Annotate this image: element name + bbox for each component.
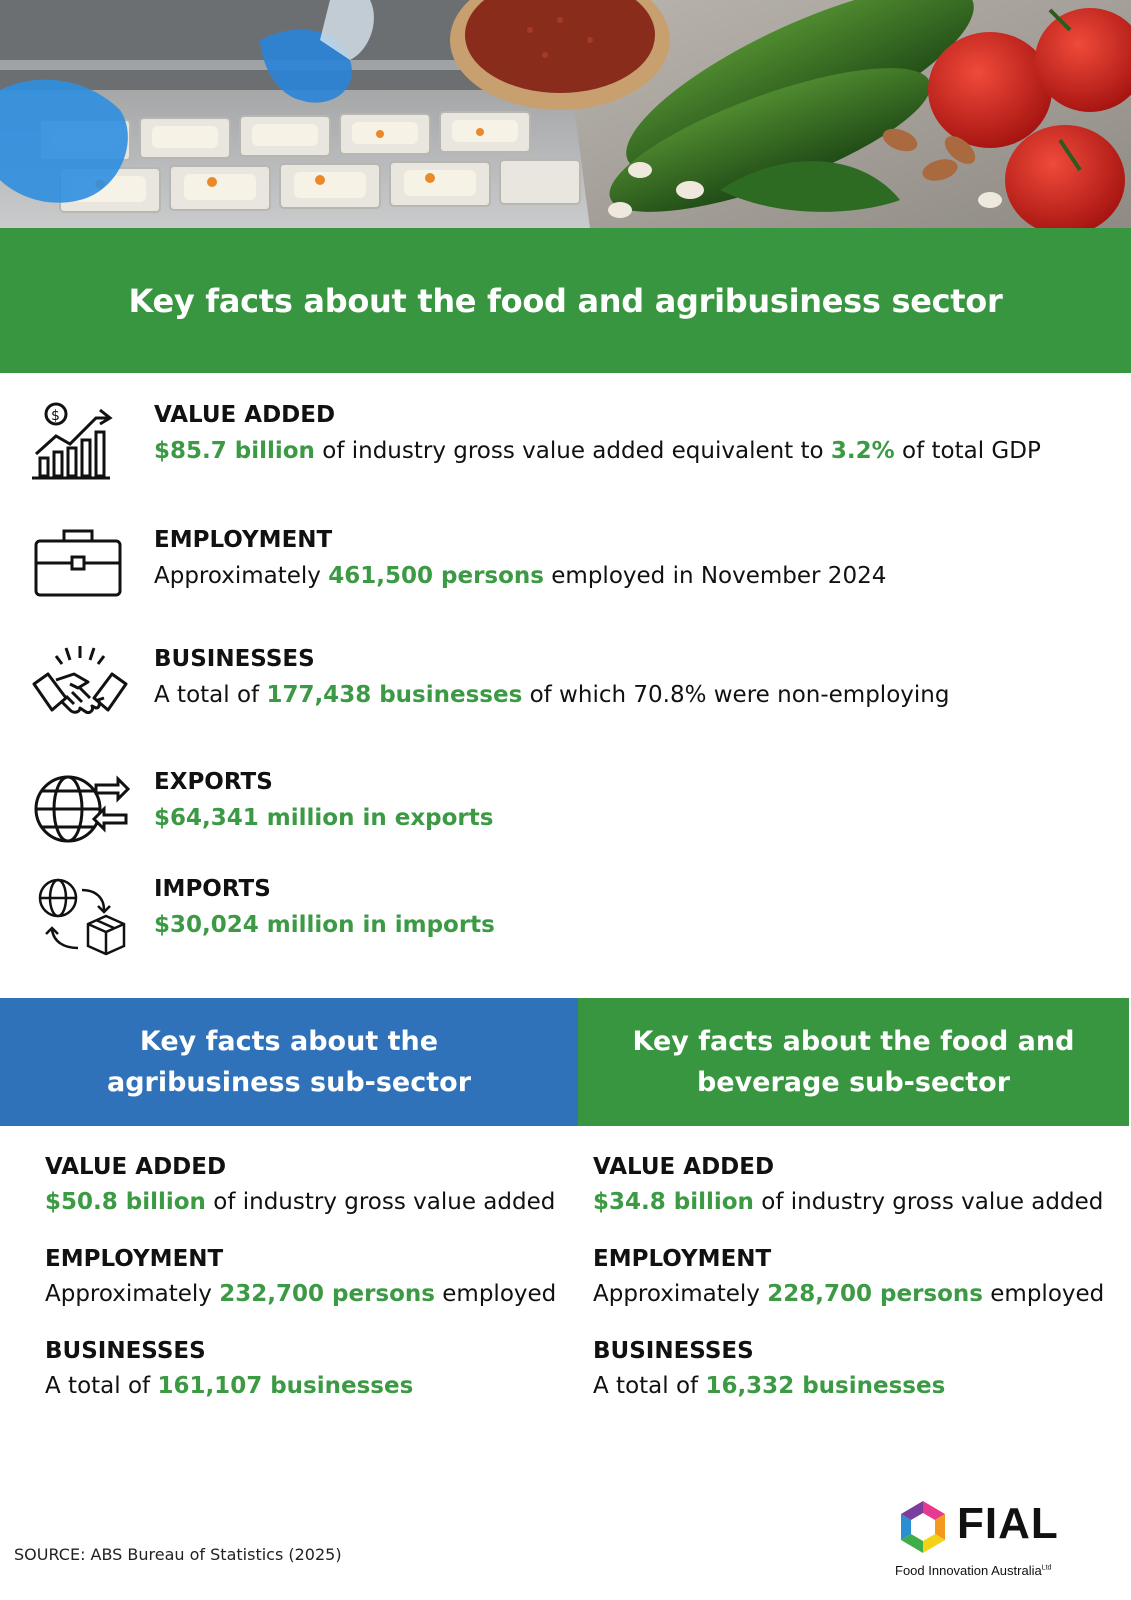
- item-text: A total of 161,107 businesses: [45, 1368, 565, 1404]
- item-text-part: employed: [434, 1281, 557, 1307]
- item-text-part: of industry gross value added: [205, 1189, 556, 1215]
- fact-heading: EXPORTS: [154, 769, 273, 795]
- item-heading: VALUE ADDED: [593, 1154, 775, 1180]
- food-beverage-facts: VALUE ADDED $34.8 billion of industry gr…: [593, 1150, 1113, 1426]
- fact-text: $64,341 million in exports: [154, 805, 493, 831]
- fact-text-part: of industry gross value added equivalent…: [314, 438, 831, 464]
- item-text: $50.8 billion of industry gross value ad…: [45, 1184, 565, 1220]
- tagline-suffix: Ltd: [1041, 1564, 1052, 1572]
- fb-businesses: BUSINESSES A total of 16,332 businesses: [593, 1334, 1113, 1404]
- fact-text-part: employed in November 2024: [543, 563, 887, 589]
- item-text: Approximately 228,700 persons employed: [593, 1276, 1113, 1312]
- item-highlight: $50.8 billion: [45, 1189, 206, 1215]
- item-highlight: $34.8 billion: [593, 1189, 754, 1215]
- food-beverage-banner: Key facts about the food and beverage su…: [578, 998, 1129, 1126]
- item-heading: BUSINESSES: [45, 1338, 206, 1364]
- main-title: Key facts about the food and agribusines…: [128, 281, 1003, 320]
- fb-value-added: VALUE ADDED $34.8 billion of industry gr…: [593, 1150, 1113, 1220]
- item-highlight: 228,700 persons: [767, 1281, 983, 1307]
- fact-text: $30,024 million in imports: [154, 912, 495, 938]
- fb-employment: EMPLOYMENT Approximately 228,700 persons…: [593, 1242, 1113, 1312]
- food-production-photo: [0, 0, 1131, 228]
- fact-text-part: Approximately: [154, 563, 329, 589]
- fact-heading: VALUE ADDED: [154, 402, 336, 428]
- hero-photo: [0, 0, 1131, 228]
- globe-exchange-icon: [30, 769, 131, 849]
- fact-highlight: 461,500 persons: [328, 563, 544, 589]
- item-text-part: of industry gross value added: [753, 1189, 1104, 1215]
- agribusiness-title: Key facts about the agribusiness sub-sec…: [106, 1026, 472, 1098]
- agri-value-added: VALUE ADDED $50.8 billion of industry gr…: [45, 1150, 565, 1220]
- fact-text-part: of which 70.8% were non-employing: [522, 682, 950, 708]
- item-highlight: 16,332 businesses: [705, 1373, 946, 1399]
- svg-text:$: $: [51, 408, 60, 424]
- item-text-part: A total of: [45, 1373, 158, 1399]
- agri-employment: EMPLOYMENT Approximately 232,700 persons…: [45, 1242, 565, 1312]
- item-text-part: Approximately: [45, 1281, 220, 1307]
- fact-text: A total of 177,438 businesses of which 7…: [154, 682, 949, 708]
- fact-heading: IMPORTS: [154, 876, 271, 902]
- agri-businesses: BUSINESSES A total of 161,107 businesses: [45, 1334, 565, 1404]
- item-text-part: A total of: [593, 1373, 706, 1399]
- item-text-part: employed: [982, 1281, 1105, 1307]
- fial-logo: FIAL Food Innovation AustraliaLtd: [895, 1499, 1095, 1589]
- item-text: $34.8 billion of industry gross value ad…: [593, 1184, 1113, 1220]
- fact-text-part: of total GDP: [894, 438, 1041, 464]
- fact-highlight: $64,341 million in exports: [154, 805, 494, 831]
- handshake-icon: [30, 646, 130, 726]
- fact-text-part: A total of: [154, 682, 267, 708]
- item-heading: EMPLOYMENT: [45, 1246, 224, 1272]
- item-heading: BUSINESSES: [593, 1338, 754, 1364]
- agribusiness-facts: VALUE ADDED $50.8 billion of industry gr…: [45, 1150, 565, 1426]
- item-text: Approximately 232,700 persons employed: [45, 1276, 565, 1312]
- fial-logo-mark-icon: [901, 1501, 945, 1553]
- item-highlight: 161,107 businesses: [157, 1373, 414, 1399]
- tagline-text: Food Innovation Australia: [895, 1563, 1042, 1578]
- item-text-part: Approximately: [593, 1281, 768, 1307]
- item-text: A total of 16,332 businesses: [593, 1368, 1113, 1404]
- growth-chart-icon: $: [30, 402, 130, 482]
- fact-highlight: 3.2%: [830, 438, 895, 464]
- fact-heading: BUSINESSES: [154, 646, 315, 672]
- fact-text: Approximately 461,500 persons employed i…: [154, 563, 886, 589]
- fial-logo-name: FIAL: [957, 1499, 1059, 1548]
- fact-highlight: $30,024 million in imports: [154, 912, 495, 938]
- briefcase-icon: [30, 527, 130, 607]
- source-note: SOURCE: ABS Bureau of Statistics (2025): [14, 1545, 342, 1564]
- fact-highlight: $85.7 billion: [154, 438, 315, 464]
- item-heading: EMPLOYMENT: [593, 1246, 772, 1272]
- fial-logo-tagline: Food Innovation AustraliaLtd: [895, 1563, 1051, 1578]
- globe-package-icon: [30, 876, 130, 956]
- agribusiness-banner: Key facts about the agribusiness sub-sec…: [0, 998, 578, 1126]
- fact-heading: EMPLOYMENT: [154, 527, 333, 553]
- main-title-banner: Key facts about the food and agribusines…: [0, 228, 1131, 373]
- fact-highlight: 177,438 businesses: [266, 682, 523, 708]
- food-beverage-title: Key facts about the food and beverage su…: [632, 1026, 1075, 1098]
- fact-text: $85.7 billion of industry gross value ad…: [154, 438, 1041, 464]
- item-highlight: 232,700 persons: [219, 1281, 435, 1307]
- item-heading: VALUE ADDED: [45, 1154, 227, 1180]
